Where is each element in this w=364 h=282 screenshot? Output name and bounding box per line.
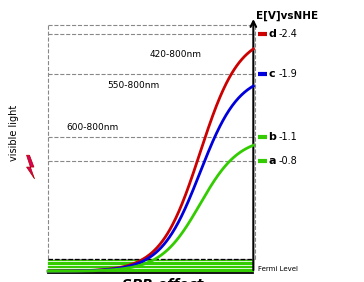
Text: -0.8: -0.8	[278, 156, 297, 166]
Text: -2.4: -2.4	[278, 29, 297, 39]
Text: -1.9: -1.9	[278, 69, 297, 79]
Text: +0.45: +0.45	[258, 281, 285, 282]
Text: d: d	[268, 29, 276, 39]
Text: b: b	[268, 132, 276, 142]
Text: 420-800nm: 420-800nm	[149, 50, 201, 59]
Text: E[V]vsNHE: E[V]vsNHE	[256, 11, 318, 21]
Text: visible light: visible light	[9, 105, 19, 161]
Text: c: c	[268, 69, 275, 79]
Text: SPR effect: SPR effect	[122, 278, 203, 282]
Text: 550-800nm: 550-800nm	[108, 81, 160, 90]
Text: 600-800nm: 600-800nm	[66, 123, 118, 132]
Text: Fermi Level: Fermi Level	[258, 266, 298, 272]
Polygon shape	[27, 155, 35, 179]
Text: a: a	[268, 156, 276, 166]
Text: -1.1: -1.1	[278, 132, 297, 142]
